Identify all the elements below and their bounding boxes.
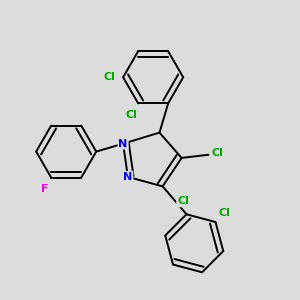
- Text: F: F: [41, 184, 48, 194]
- Text: Cl: Cl: [219, 208, 231, 218]
- Text: Cl: Cl: [126, 110, 137, 120]
- Text: N: N: [118, 139, 128, 149]
- Text: Cl: Cl: [177, 196, 189, 206]
- Text: Cl: Cl: [212, 148, 223, 158]
- Text: Cl: Cl: [104, 72, 116, 82]
- Text: N: N: [123, 172, 133, 182]
